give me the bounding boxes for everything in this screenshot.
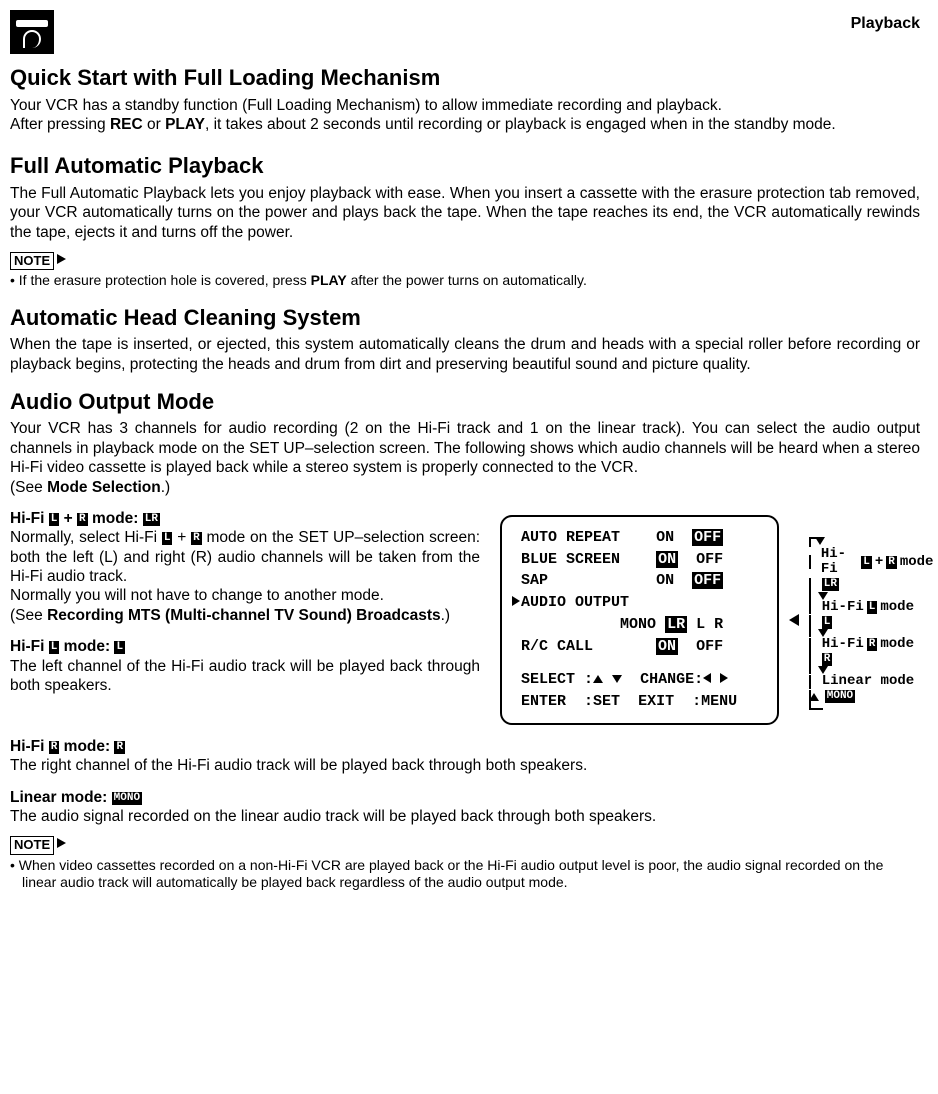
- osd-auto-repeat: AUTO REPEAT ON OFF: [512, 527, 765, 549]
- heading-quick-start: Quick Start with Full Loading Mechanism: [10, 64, 920, 92]
- diag-mode-r: Hi-FiRmode: [809, 637, 934, 652]
- note-arrow-icon: [57, 838, 66, 848]
- note-2: NOTE • When video cassettes recorded on …: [10, 826, 920, 891]
- left-arrow-icon: [703, 673, 711, 683]
- osd-rc-call: R/C CALL ON OFF: [512, 636, 765, 658]
- diag-mode-l: Hi-FiLmode: [809, 600, 934, 615]
- osd-audio-output: AUDIO OUTPUT: [512, 592, 765, 614]
- full-auto-body: The Full Automatic Playback lets you enj…: [10, 184, 920, 242]
- heading-head-cleaning: Automatic Head Cleaning System: [10, 304, 920, 332]
- audio-modes-text: Hi-Fi L + R mode: LR Normally, select Hi…: [10, 509, 480, 695]
- mode-hifi-lr: Hi-Fi L + R mode: LR Normally, select Hi…: [10, 509, 480, 625]
- up-arrow-icon: [593, 675, 603, 683]
- note-1-text: • If the erasure protection hole is cove…: [10, 272, 920, 290]
- heading-audio-output: Audio Output Mode: [10, 388, 920, 416]
- mode-hifi-lr-body: Normally, select Hi-Fi L + R mode on the…: [10, 528, 480, 586]
- mode-hifi-r-head: Hi-Fi R mode: R: [10, 737, 920, 756]
- osd-sap: SAP ON OFF: [512, 570, 765, 592]
- quick-start-body: Your VCR has a standby function (Full Lo…: [10, 96, 920, 135]
- down-arrow-icon: [612, 675, 622, 683]
- cursor-arrow-icon: [512, 596, 520, 606]
- mode-hifi-lr-see: (See Recording MTS (Multi-channel TV Sou…: [10, 606, 480, 625]
- mode-linear: Linear mode: MONO The audio signal recor…: [10, 788, 920, 827]
- diag-mode-lr: Hi-FiL+Rmode: [809, 547, 934, 578]
- mode-hifi-l-head: Hi-Fi L mode: L: [10, 637, 480, 656]
- mode-linear-head: Linear mode: MONO: [10, 788, 920, 807]
- audio-modes-layout: Hi-Fi L + R mode: LR Normally, select Hi…: [10, 509, 920, 725]
- page-title: Playback: [851, 14, 920, 34]
- right-arrow-icon: [720, 673, 728, 683]
- mode-hifi-lr-body2: Normally you will not have to change to …: [10, 586, 480, 605]
- mode-hifi-r: Hi-Fi R mode: R The right channel of the…: [10, 737, 920, 776]
- mode-cycle-diagram: Hi-FiL+Rmode LR Hi-FiLmode L Hi-FiRmode …: [809, 530, 934, 710]
- mode-hifi-r-body: The right channel of the Hi-Fi audio tra…: [10, 756, 920, 775]
- note-2-text: • When video cassettes recorded on a non…: [10, 857, 920, 892]
- note-arrow-icon: [57, 254, 66, 264]
- diag-mode-linear: Linear mode: [809, 674, 934, 689]
- audio-output-body: Your VCR has 3 channels for audio record…: [10, 419, 920, 497]
- head-clean-body: When the tape is inserted, or ejected, t…: [10, 335, 920, 374]
- mode-hifi-lr-head: Hi-Fi L + R mode: LR: [10, 509, 480, 528]
- mode-hifi-l: Hi-Fi L mode: L The left channel of the …: [10, 637, 480, 695]
- mode-hifi-l-body: The left channel of the Hi-Fi audio trac…: [10, 657, 480, 696]
- osd-and-diagram: AUTO REPEAT ON OFF BLUE SCREEN ON OFF SA…: [500, 509, 933, 725]
- osd-footer-2: ENTER :SET EXIT :MENU: [512, 691, 765, 713]
- osd-screen: AUTO REPEAT ON OFF BLUE SCREEN ON OFF SA…: [500, 515, 779, 725]
- osd-audio-opts: MONO LR L R: [512, 614, 765, 636]
- note-label: NOTE: [10, 836, 54, 854]
- brand-logo: [10, 10, 54, 54]
- note-label: NOTE: [10, 252, 54, 270]
- page-header: Playback: [10, 10, 920, 54]
- osd-to-diagram-arrow-icon: [789, 614, 799, 626]
- note-1: NOTE • If the erasure protection hole is…: [10, 242, 920, 290]
- heading-full-auto: Full Automatic Playback: [10, 152, 920, 180]
- osd-blue-screen: BLUE SCREEN ON OFF: [512, 549, 765, 571]
- osd-footer-1: SELECT : CHANGE:: [512, 669, 765, 691]
- mode-linear-body: The audio signal recorded on the linear …: [10, 807, 920, 826]
